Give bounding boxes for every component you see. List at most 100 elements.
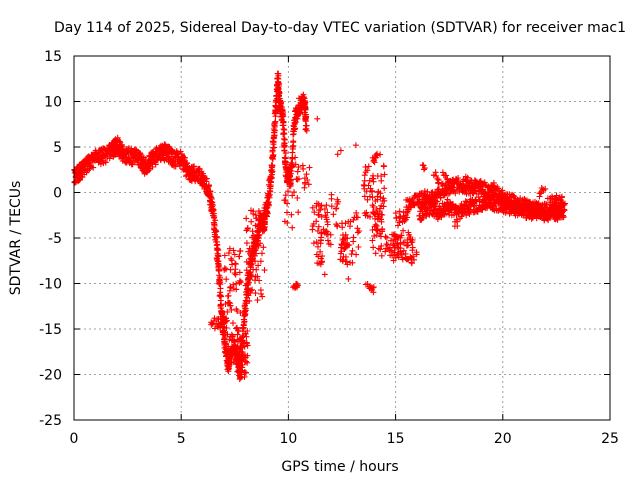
data-point [361,193,368,200]
data-point [316,207,322,214]
data-point [184,160,191,167]
y-tick-label: -25 [39,413,62,429]
data-point [342,220,349,227]
data-point [321,206,328,212]
data-point [410,253,417,260]
data-point [294,176,301,183]
data-point [318,255,325,262]
data-point [314,115,321,122]
data-point [236,269,243,276]
data-point [318,213,325,220]
data-point [292,154,299,161]
data-point [236,253,243,260]
data-point [391,251,397,258]
data-point [364,281,371,287]
data-point [242,305,249,312]
y-tick-label: 10 [44,95,62,111]
data-point [365,163,372,170]
data-point [301,184,308,191]
data-point [421,166,427,173]
x-tick-label: 20 [494,431,512,447]
data-point [452,218,459,225]
data-point [243,339,250,346]
data-point [404,237,411,243]
x-tick-label: 25 [601,431,619,447]
data-point [255,221,262,228]
data-point [230,320,236,327]
data-point [497,190,504,197]
data-point [302,179,309,186]
data-point [225,343,232,350]
data-point [269,168,276,175]
data-point [419,162,426,169]
data-point [116,138,123,145]
data-point [408,259,415,266]
data-point [233,347,240,354]
data-point [276,92,282,99]
data-point [295,209,302,216]
data-point [90,164,97,171]
data-point [233,280,240,287]
data-point [230,247,237,254]
data-point [241,343,248,350]
data-point [367,284,374,291]
data-point [370,178,377,185]
data-point [314,227,321,234]
data-point [333,205,340,212]
data-point [272,118,279,125]
data-point [241,373,248,380]
data-point [277,100,284,106]
data-point [239,361,246,368]
chart-title: Day 114 of 2025, Sidereal Day-to-day VTE… [54,20,626,36]
data-point [311,209,318,216]
data-point [230,359,237,365]
data-point [252,290,259,297]
data-point [206,182,212,189]
data-point [468,180,475,187]
data-point [253,250,260,257]
data-point [455,175,462,181]
data-point [280,130,287,136]
data-point [236,348,243,355]
data-point [454,223,461,229]
data-point [252,212,259,218]
data-point [211,325,218,332]
data-point [228,306,235,313]
data-point [340,236,347,243]
data-point [286,178,293,185]
data-point [373,206,380,212]
data-point [239,338,246,345]
data-point [350,234,357,241]
data-point [226,287,233,294]
data-point [248,261,255,268]
data-point [288,211,295,218]
data-point [341,245,347,251]
data-point [248,218,255,225]
data-point [440,172,447,179]
data-point [261,219,268,226]
data-point [294,168,301,175]
data-point [252,273,259,280]
data-point [372,152,379,158]
data-point [377,190,384,197]
y-axis-label: SDTVAR / TECUs [8,181,24,296]
data-point [556,194,563,201]
data-point [149,163,156,170]
data-point [405,229,412,236]
data-point [495,185,501,192]
data-point [366,177,373,184]
data-point [299,162,306,169]
data-point [353,209,360,216]
data-point [241,311,248,318]
data-point [102,158,109,165]
data-point [382,233,389,240]
data-point [210,206,217,213]
data-point [243,215,250,222]
data-point [369,284,376,291]
data-point [256,216,263,223]
data-point [392,236,399,243]
y-tick-label: -5 [48,231,62,247]
data-point [257,258,264,265]
data-point [400,227,407,234]
data-point [290,131,297,138]
